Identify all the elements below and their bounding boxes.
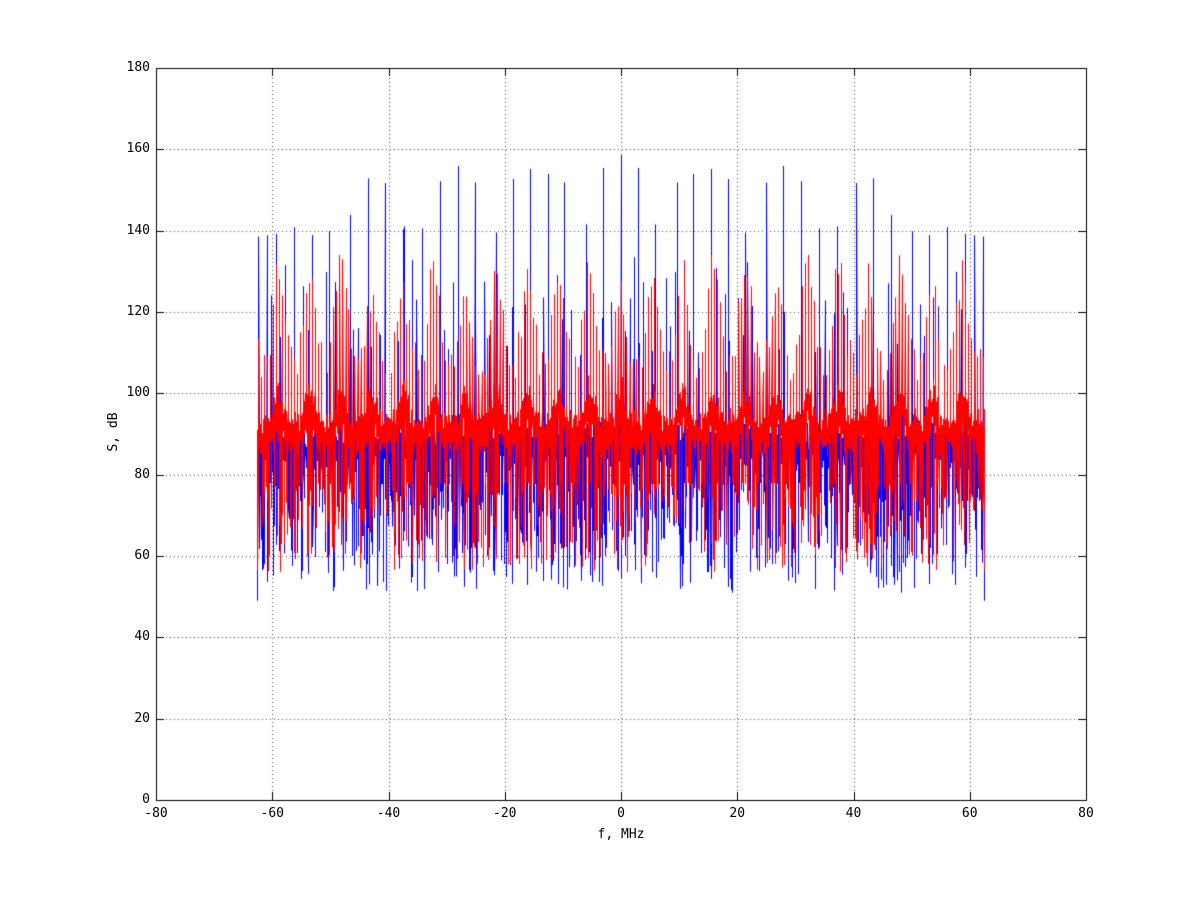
x-tick-label: 0 xyxy=(617,806,625,821)
x-tick-label: -80 xyxy=(144,806,168,821)
x-tick-label: 80 xyxy=(1078,806,1094,821)
x-axis-label: f, MHz xyxy=(597,827,645,842)
x-tick-label: -60 xyxy=(260,806,284,821)
y-tick-label: 180 xyxy=(126,60,150,75)
x-tick-label: -40 xyxy=(376,806,401,821)
y-tick-label: 120 xyxy=(126,304,150,319)
y-tick-label: 140 xyxy=(126,222,150,238)
x-tick-label: 40 xyxy=(845,806,862,821)
y-tick-label: 60 xyxy=(134,548,150,563)
y-tick-label: 40 xyxy=(134,629,150,645)
x-tick-label: 60 xyxy=(961,806,978,821)
y-tick-label: 100 xyxy=(126,385,150,401)
y-tick-label: 80 xyxy=(134,466,150,482)
x-tick-label: -20 xyxy=(493,806,517,821)
y-tick-label: 160 xyxy=(126,141,150,157)
y-tick-label: 0 xyxy=(142,792,150,807)
x-tick-label: 20 xyxy=(729,806,746,821)
y-tick-label: 20 xyxy=(134,710,150,726)
